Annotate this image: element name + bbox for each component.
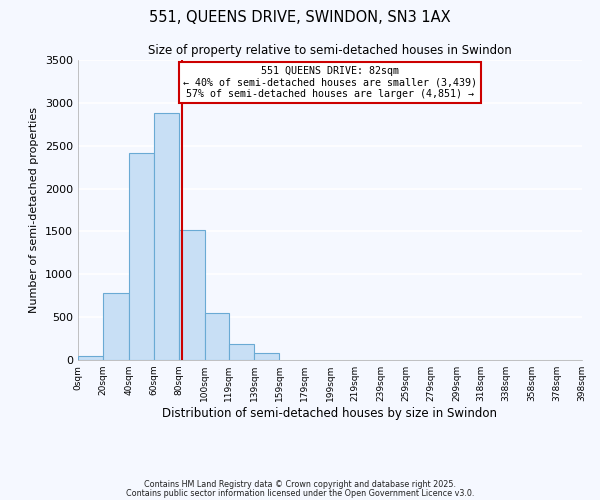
X-axis label: Distribution of semi-detached houses by size in Swindon: Distribution of semi-detached houses by …	[163, 407, 497, 420]
Bar	[128, 152, 154, 360]
Bar	[254, 353, 280, 360]
Y-axis label: Number of semi-detached properties: Number of semi-detached properties	[29, 107, 40, 313]
Text: 551, QUEENS DRIVE, SWINDON, SN3 1AX: 551, QUEENS DRIVE, SWINDON, SN3 1AX	[149, 10, 451, 25]
Bar	[154, 113, 179, 360]
Bar	[103, 293, 128, 360]
Bar	[179, 230, 205, 360]
Bar	[205, 313, 229, 360]
Text: Contains public sector information licensed under the Open Government Licence v3: Contains public sector information licen…	[126, 488, 474, 498]
Text: 551 QUEENS DRIVE: 82sqm
← 40% of semi-detached houses are smaller (3,439)
57% of: 551 QUEENS DRIVE: 82sqm ← 40% of semi-de…	[183, 66, 477, 99]
Bar	[78, 356, 103, 360]
Text: Contains HM Land Registry data © Crown copyright and database right 2025.: Contains HM Land Registry data © Crown c…	[144, 480, 456, 489]
Bar	[229, 344, 254, 360]
Title: Size of property relative to semi-detached houses in Swindon: Size of property relative to semi-detach…	[148, 44, 512, 58]
